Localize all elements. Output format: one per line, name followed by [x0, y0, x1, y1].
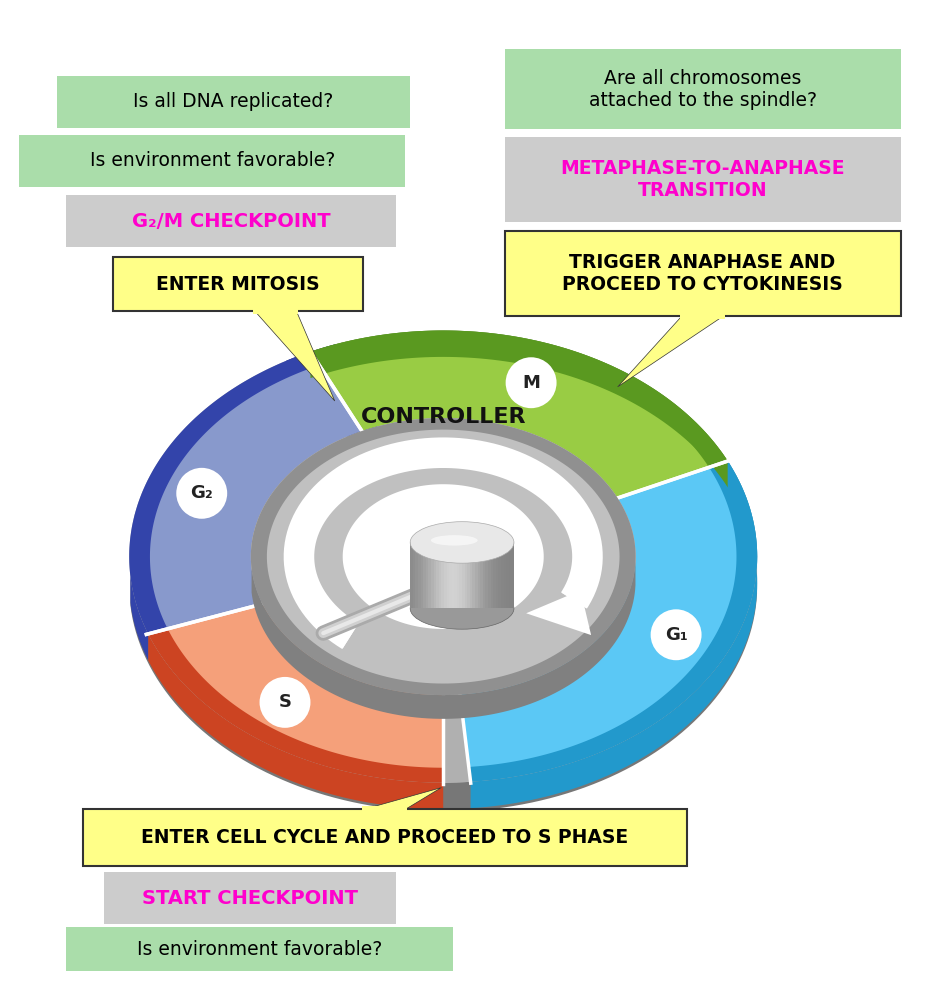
Bar	[362, 806, 407, 812]
Text: START CHECKPOINT: START CHECKPOINT	[141, 889, 358, 908]
Polygon shape	[364, 788, 441, 809]
Bar	[434, 542, 436, 608]
Bar	[501, 542, 504, 608]
Circle shape	[651, 609, 702, 660]
Text: ENTER MITOSIS: ENTER MITOSIS	[157, 275, 320, 294]
Ellipse shape	[410, 522, 514, 563]
Text: G₁: G₁	[665, 626, 687, 644]
Bar	[444, 542, 447, 608]
Text: Are all chromosomes
attached to the spindle?: Are all chromosomes attached to the spin…	[588, 69, 817, 110]
Text: METAPHASE-TO-ANAPHASE
TRANSITION: METAPHASE-TO-ANAPHASE TRANSITION	[560, 159, 845, 200]
Bar	[498, 542, 501, 608]
Text: G₂: G₂	[190, 484, 213, 502]
Bar	[486, 542, 488, 608]
FancyBboxPatch shape	[83, 809, 687, 866]
Text: Is environment favorable?: Is environment favorable?	[137, 940, 382, 959]
Polygon shape	[310, 330, 728, 487]
FancyBboxPatch shape	[66, 927, 453, 971]
FancyBboxPatch shape	[505, 49, 901, 129]
Circle shape	[259, 677, 310, 728]
Polygon shape	[618, 316, 723, 387]
Bar	[680, 313, 725, 319]
Text: Is environment favorable?: Is environment favorable?	[90, 151, 335, 170]
Text: S: S	[278, 693, 291, 711]
Bar	[496, 542, 498, 608]
Circle shape	[505, 357, 556, 408]
Bar	[431, 542, 434, 608]
Polygon shape	[254, 561, 634, 717]
Bar	[475, 542, 478, 608]
Bar	[488, 542, 490, 608]
Bar	[415, 542, 418, 608]
Polygon shape	[287, 344, 378, 438]
Polygon shape	[129, 352, 321, 634]
FancyBboxPatch shape	[57, 76, 410, 128]
Bar	[456, 542, 459, 608]
Text: ENTER CELL CYCLE AND PROCEED TO S PHASE: ENTER CELL CYCLE AND PROCEED TO S PHASE	[141, 828, 628, 847]
Bar	[452, 542, 455, 608]
Bar	[506, 542, 509, 608]
Circle shape	[176, 468, 227, 519]
Bar	[511, 542, 514, 608]
FancyBboxPatch shape	[19, 135, 405, 187]
Polygon shape	[130, 564, 757, 812]
Bar	[472, 542, 475, 608]
Text: TRIGGER ANAPHASE AND
PROCEED TO CYTOKINESIS: TRIGGER ANAPHASE AND PROCEED TO CYTOKINE…	[562, 253, 843, 294]
FancyBboxPatch shape	[104, 872, 396, 924]
Bar	[509, 542, 511, 608]
Bar	[447, 542, 449, 608]
Bar	[483, 542, 486, 608]
Text: CONTROLLER: CONTROLLER	[360, 407, 526, 427]
Ellipse shape	[410, 588, 514, 629]
Text: Is all DNA replicated?: Is all DNA replicated?	[133, 92, 334, 111]
Polygon shape	[129, 331, 757, 783]
Bar	[410, 542, 413, 608]
Bar	[438, 542, 441, 608]
FancyBboxPatch shape	[113, 257, 363, 311]
Bar	[470, 542, 472, 608]
Bar	[465, 542, 467, 608]
Polygon shape	[526, 590, 591, 635]
Polygon shape	[251, 418, 636, 695]
Bar	[459, 542, 462, 608]
Bar	[413, 542, 415, 608]
Polygon shape	[320, 345, 709, 498]
Polygon shape	[255, 311, 335, 401]
FancyBboxPatch shape	[505, 231, 901, 316]
Polygon shape	[252, 561, 636, 719]
Bar	[504, 542, 506, 608]
Bar	[493, 542, 496, 608]
Polygon shape	[168, 604, 443, 768]
Text: G₂/M CHECKPOINT: G₂/M CHECKPOINT	[132, 212, 330, 231]
Bar	[462, 542, 465, 608]
Polygon shape	[130, 576, 148, 660]
Bar	[490, 542, 493, 608]
Polygon shape	[460, 467, 736, 767]
FancyBboxPatch shape	[505, 137, 901, 222]
Bar	[418, 542, 421, 608]
Polygon shape	[251, 418, 636, 695]
Bar	[480, 542, 483, 608]
Bar	[455, 542, 456, 608]
FancyBboxPatch shape	[66, 195, 396, 247]
Bar	[425, 542, 428, 608]
Polygon shape	[310, 330, 728, 468]
Bar	[423, 542, 425, 608]
Bar	[477, 542, 480, 608]
Bar	[449, 542, 452, 608]
Polygon shape	[150, 365, 362, 629]
Bar	[253, 309, 298, 314]
Bar	[441, 542, 444, 608]
Polygon shape	[148, 634, 443, 809]
Polygon shape	[148, 628, 443, 783]
Polygon shape	[471, 461, 757, 808]
Bar	[468, 542, 470, 608]
Bar	[421, 542, 423, 608]
Text: M: M	[522, 374, 540, 392]
Polygon shape	[469, 461, 757, 782]
Bar	[428, 542, 431, 608]
Bar	[436, 542, 438, 608]
Ellipse shape	[431, 535, 477, 546]
